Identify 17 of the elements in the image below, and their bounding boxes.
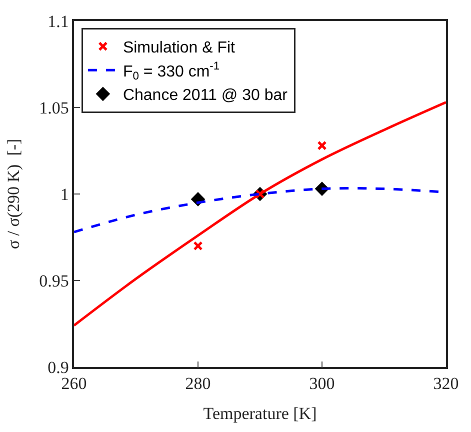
line-series (74, 101, 446, 327)
x-tick-label: 300 (309, 374, 335, 394)
y-tick-label: 0.95 (39, 271, 69, 290)
legend-label: Chance 2011 @ 30 bar (122, 87, 288, 104)
legend-label: F$_{0}$ = 330 cm$^{-1}$ (122, 60, 220, 83)
y-axis-title: σ / σ(290 K) [-] (4, 138, 24, 250)
y-tick-label: 1.05 (39, 98, 69, 118)
x-tick-label: 260 (61, 374, 87, 394)
y-tick-label: 1 (60, 184, 69, 204)
x-tick-label: 280 (185, 374, 211, 394)
point (193, 241, 203, 251)
legend-label: Simulation & Fit (122, 40, 236, 57)
y-tick-label: 0.9 (48, 358, 69, 377)
x-tick-label: 320 (433, 374, 459, 394)
x-axis-title: Temperature [K] (203, 404, 317, 424)
y-tick-label: 1.1 (48, 12, 69, 31)
point (317, 140, 327, 150)
